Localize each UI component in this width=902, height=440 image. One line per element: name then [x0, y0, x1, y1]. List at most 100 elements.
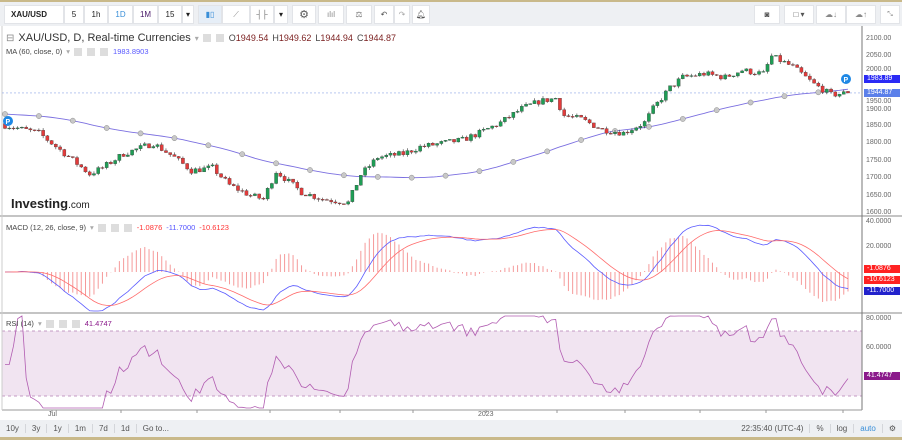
candle: [376, 157, 380, 161]
indicators-icon[interactable]: ılıl: [318, 5, 344, 24]
candle: [769, 53, 774, 66]
range-1y[interactable]: 1y: [47, 424, 69, 433]
symbol-input[interactable]: XAU/USD: [4, 5, 64, 24]
interval-5[interactable]: 5: [64, 5, 84, 24]
cloud-download-icon[interactable]: ☁↓: [816, 5, 846, 24]
candle: [748, 68, 753, 76]
candlestick-icon[interactable]: ▮▯: [198, 5, 222, 24]
candle: [842, 89, 846, 95]
line-chart-icon[interactable]: ⟋: [222, 5, 250, 24]
settings-icon[interactable]: [58, 319, 67, 328]
redo-icon[interactable]: ↷: [394, 5, 410, 24]
candle: [532, 98, 537, 104]
candle: [486, 127, 490, 130]
ma-marker: [2, 111, 8, 117]
macd-label[interactable]: MACD (12, 26, close, 9): [6, 223, 87, 232]
candle: [668, 85, 672, 92]
range-1m[interactable]: 1m: [69, 424, 93, 433]
range-1d[interactable]: 1d: [115, 424, 137, 433]
candle: [528, 103, 533, 105]
candle: [41, 128, 45, 139]
legend-title[interactable]: XAU/USD, D, Real-time Currencies: [18, 32, 191, 44]
compare-scale-icon[interactable]: ⚖: [346, 5, 372, 24]
candle: [659, 98, 664, 104]
settings-icon[interactable]: [215, 34, 224, 42]
range-10y[interactable]: 10y: [0, 424, 26, 433]
bar-type-icon[interactable]: ┤├: [250, 5, 274, 24]
ma-label[interactable]: MA (60, close, 0): [6, 47, 63, 56]
candle: [223, 175, 228, 180]
candle: [282, 174, 287, 183]
price-tick: 1800.00: [866, 139, 892, 147]
candle: [604, 126, 609, 136]
collapse-icon[interactable]: ⊟: [6, 32, 15, 44]
close-icon[interactable]: [100, 47, 109, 56]
settings-gear-icon[interactable]: ⚙: [292, 5, 316, 24]
legend-dropdown-icon[interactable]: ▾: [194, 33, 199, 43]
candle: [363, 165, 367, 178]
candle: [681, 73, 685, 80]
candle: [803, 70, 808, 77]
signal-line: [4, 229, 849, 306]
rsi-legend: RSI (14) ▾ 41.4747: [6, 319, 112, 328]
candle: [206, 163, 211, 171]
candle: [507, 115, 511, 120]
visibility-icon[interactable]: [45, 319, 54, 328]
interval-1d[interactable]: 1D: [108, 5, 133, 24]
rsi-label[interactable]: RSI (14): [6, 319, 34, 328]
candle: [469, 133, 473, 143]
open-value: 1949.54: [235, 33, 269, 43]
macd-line: [4, 224, 849, 312]
settings-icon[interactable]: [87, 47, 96, 56]
marker-p-left[interactable]: P: [3, 116, 13, 126]
undo-icon[interactable]: ↶: [374, 5, 394, 24]
interval-1m[interactable]: 1M: [133, 5, 158, 24]
goto-button[interactable]: Go to...: [142, 424, 169, 433]
close-icon[interactable]: [71, 319, 80, 328]
range-3y[interactable]: 3y: [26, 424, 48, 433]
candle: [397, 150, 401, 156]
visibility-icon[interactable]: [202, 34, 211, 42]
candle: [647, 111, 651, 124]
ma-marker: [239, 151, 246, 158]
price-tick: 2050.00: [866, 52, 892, 60]
axis-settings-gear-icon[interactable]: ⚙: [888, 424, 896, 433]
candle: [92, 171, 96, 177]
chart-type-dropdown-icon[interactable]: ▾: [274, 5, 288, 24]
interval-dropdown-icon[interactable]: ▾: [182, 5, 194, 24]
camera-icon[interactable]: ◙: [754, 5, 780, 24]
candle: [786, 59, 791, 65]
range-7d[interactable]: 7d: [93, 424, 115, 433]
interval-1h[interactable]: 1h: [84, 5, 108, 24]
candle: [825, 88, 829, 95]
log-toggle[interactable]: log: [831, 424, 855, 433]
candle: [100, 166, 105, 170]
candle: [625, 130, 630, 135]
price-tick: 2000.00: [866, 66, 892, 73]
close-icon[interactable]: [123, 223, 132, 232]
interval-15[interactable]: 15: [158, 5, 182, 24]
visibility-icon[interactable]: [97, 223, 106, 232]
candle: [384, 153, 389, 159]
alert-icon[interactable]: 🔔︎: [412, 5, 430, 24]
marker-p-right[interactable]: P: [841, 74, 851, 84]
candle: [15, 126, 20, 130]
chart-area[interactable]: P P: [0, 26, 902, 420]
settings-icon[interactable]: [110, 223, 119, 232]
auto-toggle[interactable]: auto: [854, 424, 883, 433]
cloud-upload-icon[interactable]: ☁↑: [846, 5, 876, 24]
candle: [638, 124, 643, 130]
candle: [270, 182, 274, 190]
candle: [448, 139, 452, 141]
percent-toggle[interactable]: %: [810, 424, 831, 433]
color-box-icon[interactable]: □ ▾: [784, 5, 814, 24]
candle: [778, 53, 782, 64]
candle: [164, 148, 168, 153]
fullscreen-icon[interactable]: ⤡: [880, 5, 900, 24]
visibility-icon[interactable]: [74, 47, 83, 56]
candle: [621, 131, 626, 136]
candle: [422, 143, 427, 148]
candle: [62, 148, 67, 158]
candle: [820, 83, 825, 95]
price-tick: 1700.00: [866, 174, 892, 182]
